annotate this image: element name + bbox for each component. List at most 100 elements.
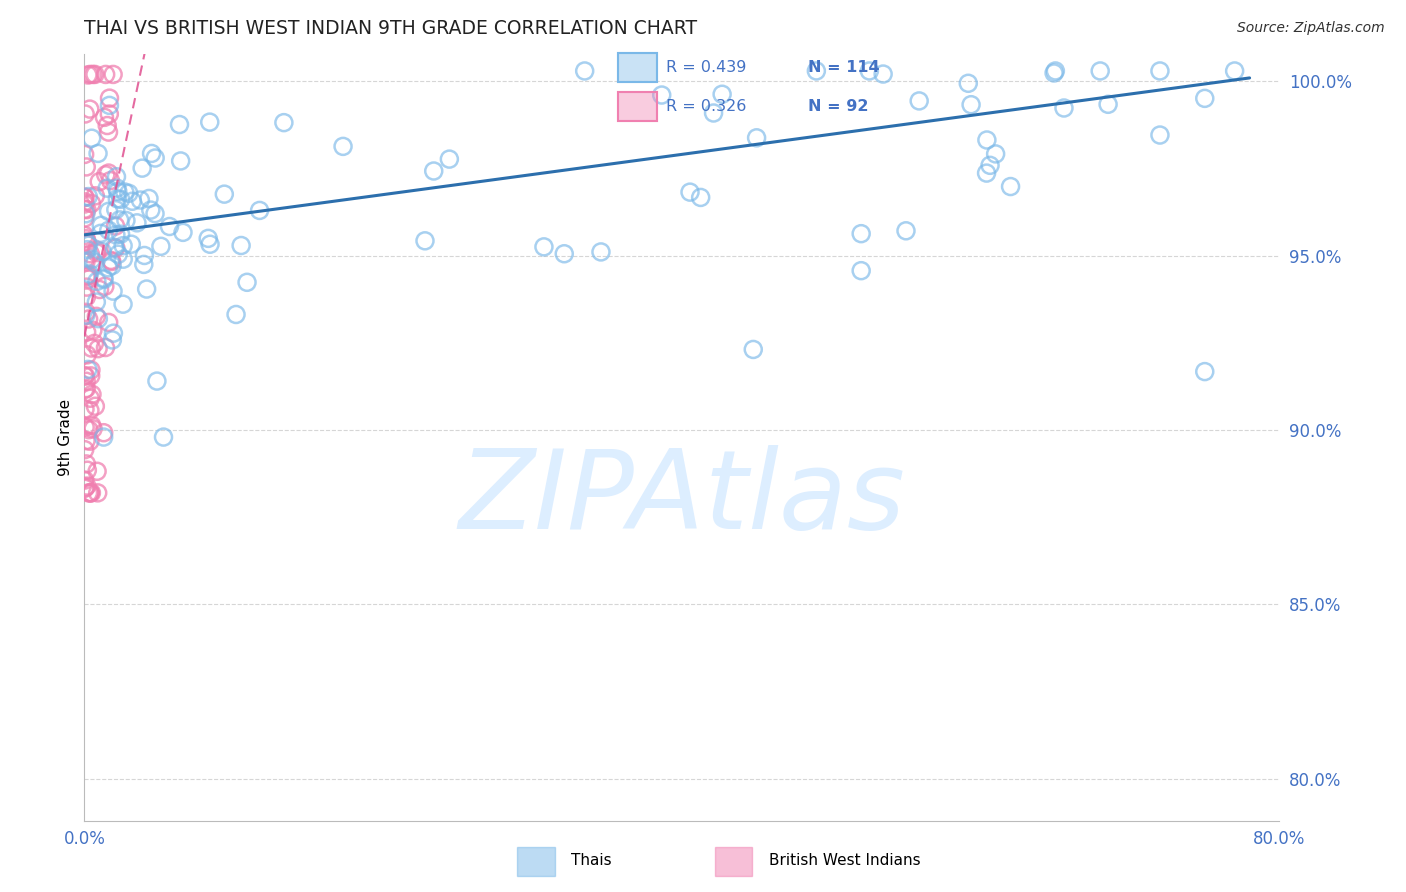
Point [79, 486, 101, 500]
Point [75, 269, 97, 284]
Point [105, 181, 128, 195]
Point [93, 111, 115, 125]
Point [77, 238, 100, 252]
Point [121, 194, 143, 209]
Point [976, 133, 998, 147]
Y-axis label: 9th Grade: 9th Grade [58, 399, 73, 475]
Point [103, 326, 125, 340]
Point [75, 255, 97, 269]
Point [169, 118, 191, 132]
Point [236, 275, 259, 289]
Text: Thais: Thais [571, 854, 612, 868]
Point [553, 246, 575, 260]
FancyBboxPatch shape [517, 847, 555, 876]
Point [198, 237, 221, 252]
Point [86, 245, 108, 260]
Point [80, 387, 103, 401]
Point [134, 248, 156, 262]
Point [73, 197, 96, 211]
Text: N = 92: N = 92 [808, 99, 869, 114]
Point [413, 234, 436, 248]
Point [100, 254, 122, 268]
Point [103, 240, 125, 254]
Text: Source: ZipAtlas.com: Source: ZipAtlas.com [1237, 21, 1385, 35]
Point [75, 290, 97, 304]
Point [73, 402, 96, 417]
Point [80, 131, 103, 145]
Point [125, 216, 148, 230]
Point [84, 399, 107, 413]
FancyBboxPatch shape [716, 847, 752, 876]
Point [79, 67, 101, 81]
Point [120, 237, 142, 252]
Point [77, 423, 100, 437]
Point [73, 194, 96, 209]
Point [143, 206, 166, 220]
Point [858, 64, 880, 78]
Point [73, 473, 96, 487]
Point [86, 310, 108, 324]
Point [73, 442, 96, 457]
Point [80, 368, 103, 383]
Point [93, 425, 115, 440]
Point [86, 274, 108, 288]
Point [110, 227, 132, 242]
Point [146, 374, 169, 388]
Text: THAI VS BRITISH WEST INDIAN 9TH GRADE CORRELATION CHART: THAI VS BRITISH WEST INDIAN 9TH GRADE CO… [84, 19, 697, 38]
Point [97, 223, 120, 237]
Point [76, 463, 98, 477]
Point [872, 67, 894, 81]
Point [98, 107, 121, 121]
Point [86, 243, 108, 257]
Point [1194, 365, 1216, 379]
Point [77, 486, 100, 500]
Point [79, 102, 101, 116]
Point [105, 169, 128, 184]
Point [149, 239, 172, 253]
Point [79, 486, 101, 500]
Point [73, 481, 96, 495]
Point [574, 64, 596, 78]
Point [89, 283, 111, 297]
Point [97, 260, 120, 275]
Point [439, 152, 461, 166]
Point [73, 202, 96, 217]
Point [77, 268, 100, 282]
Text: R = 0.326: R = 0.326 [666, 99, 747, 114]
Point [94, 67, 117, 81]
Point [97, 125, 120, 139]
Point [129, 193, 152, 207]
Point [76, 237, 98, 252]
Point [94, 341, 117, 355]
Point [100, 173, 122, 187]
Point [75, 305, 97, 319]
Point [101, 259, 124, 273]
Point [73, 368, 96, 383]
Point [84, 67, 107, 81]
Point [957, 76, 980, 90]
Point [1149, 64, 1171, 78]
Point [107, 247, 129, 261]
Point [711, 87, 734, 102]
FancyBboxPatch shape [617, 92, 657, 120]
Point [87, 146, 110, 161]
Point [97, 166, 120, 180]
Point [1194, 91, 1216, 105]
Point [90, 227, 112, 241]
Point [80, 363, 103, 377]
Point [75, 374, 97, 388]
Point [75, 160, 97, 174]
Point [76, 202, 98, 217]
Point [112, 252, 135, 267]
Point [75, 457, 97, 471]
Point [83, 336, 105, 351]
Point [80, 486, 103, 500]
Point [118, 186, 141, 201]
Point [77, 312, 100, 326]
Point [273, 115, 295, 129]
FancyBboxPatch shape [617, 54, 657, 82]
Point [82, 323, 104, 337]
Point [139, 203, 162, 218]
Point [77, 189, 100, 203]
Point [132, 257, 155, 271]
